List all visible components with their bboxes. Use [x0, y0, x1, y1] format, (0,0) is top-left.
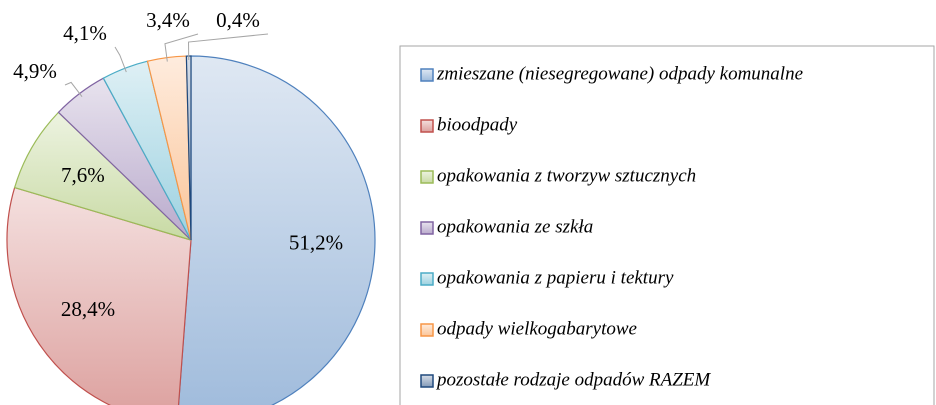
data-label: 28,4%: [61, 297, 115, 321]
data-label: 0,4%: [216, 8, 260, 32]
legend-box: [399, 45, 935, 405]
data-label: 3,4%: [146, 8, 190, 32]
legend-swatch: [420, 323, 434, 337]
data-label: 7,6%: [61, 163, 105, 187]
leader-line: [164, 33, 199, 62]
data-label: 4,9%: [13, 59, 57, 83]
legend-label: pozostałe rodzaje odpadów RAZEM: [435, 369, 711, 390]
legend-label: opakowania ze szkła: [437, 216, 593, 237]
legend-swatch: [420, 374, 434, 388]
legend-label: odpady wielkogabarytowe: [437, 318, 637, 339]
pie-slice: [6, 186, 192, 405]
legend-swatch: [420, 170, 434, 184]
legend-swatch: [420, 272, 434, 286]
pie-slice: [177, 55, 376, 405]
legend-swatch: [420, 221, 434, 235]
legend-swatch: [420, 68, 434, 82]
data-label: 51,2%: [289, 231, 343, 255]
legend-swatch: [420, 119, 434, 133]
leader-line: [64, 81, 83, 98]
legend-label: opakowania z papieru i tektury: [437, 267, 674, 288]
legend-label: opakowania z tworzyw sztucznych: [437, 165, 696, 186]
leader-line: [114, 46, 127, 73]
legend-label: bioodpady: [437, 114, 518, 135]
leader-line: [188, 33, 269, 61]
data-label: 4,1%: [63, 21, 107, 45]
legend-label: zmieszane (niesegregowane) odpady komuna…: [436, 63, 803, 84]
